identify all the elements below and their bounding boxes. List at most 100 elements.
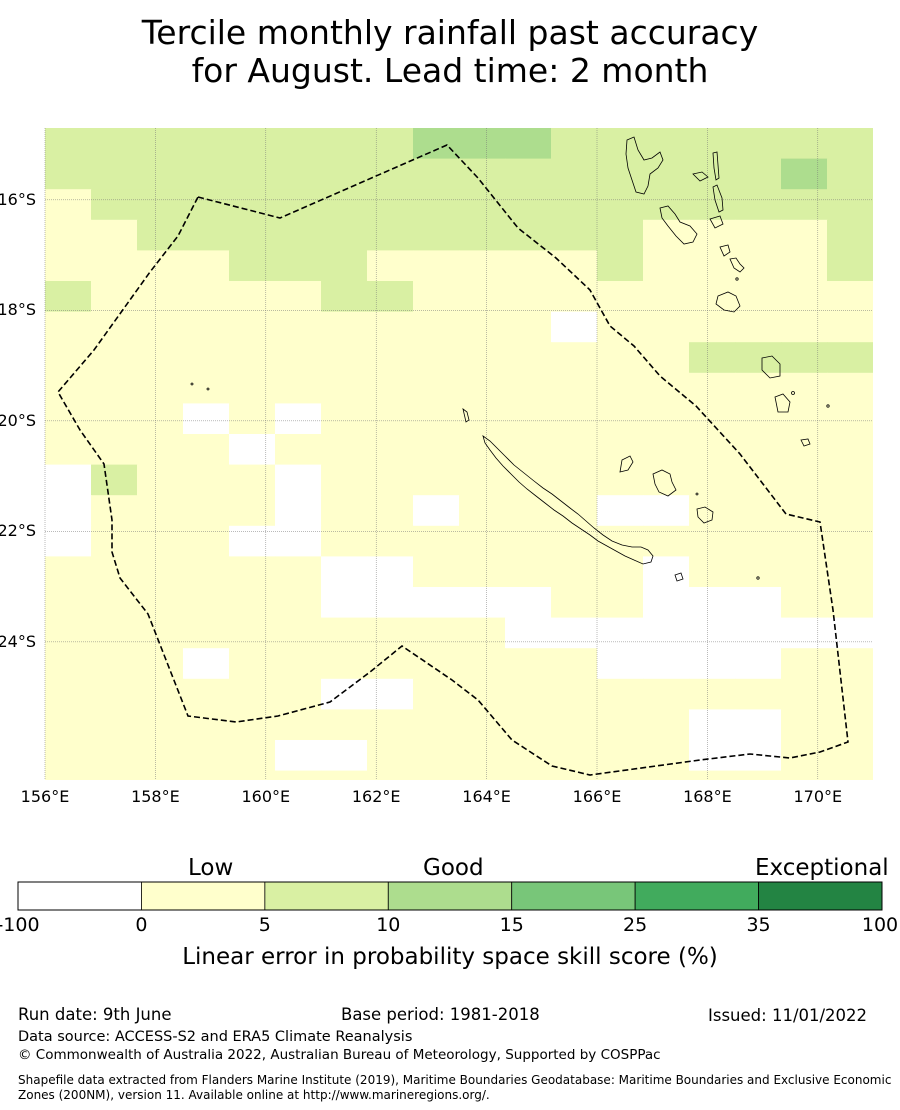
skill-cell [413,434,460,466]
skill-cell [689,556,736,588]
skill-cell [91,434,138,466]
skill-cell [137,342,184,374]
skill-cell [183,403,230,435]
skill-cell [781,372,828,404]
skill-cell [505,770,552,780]
skill-cell [321,189,368,221]
skill-cell [459,281,506,313]
skill-cell [551,770,598,780]
skill-cell [735,128,782,160]
skill-cell [275,648,322,680]
skill-cell [459,250,506,282]
skill-cell [551,311,598,343]
skill-cell [91,648,138,680]
skill-cell [689,617,736,649]
longitude-label: 156°E [20,787,70,806]
skill-cell [229,342,276,374]
skill-cell [45,525,92,557]
skill-cell [91,311,138,343]
skill-cell [689,189,736,221]
skill-cell [45,495,92,527]
skill-cell [45,128,92,160]
skill-cell [689,403,736,435]
category-low: Low [188,855,234,881]
ouvea-island [619,455,634,473]
skill-cell [367,128,414,160]
skill-cell [275,342,322,374]
skill-cell [643,250,690,282]
skill-cell [275,403,322,435]
latitude-label: 20°S [0,410,36,430]
skill-cell [459,403,506,435]
skill-cell [137,403,184,435]
skill-cell [45,740,92,772]
longitude-label: 160°E [241,787,291,806]
skill-cell [827,372,873,404]
skill-cell [597,587,644,619]
skill-cell [91,281,138,313]
skill-cell [735,372,782,404]
skill-cell [689,250,736,282]
skill-cell [459,372,506,404]
skill-cell [183,556,230,588]
skill-cell [367,770,414,780]
skill-cell [367,617,414,649]
skill-cell [505,250,552,282]
skill-cell [689,740,736,772]
skill-cell [827,648,873,680]
skill-cell [367,372,414,404]
skill-cell [413,311,460,343]
skill-cell [137,189,184,221]
skill-cell [505,158,552,190]
skill-cell [459,587,506,619]
skill-cell [597,678,644,710]
colorbar-segment [17,881,142,911]
skill-cell [45,342,92,374]
colorbar-tick-label: 10 [376,914,401,936]
skill-cell [413,525,460,557]
skill-cell [137,250,184,282]
skill-cell [367,250,414,282]
skill-cell [459,740,506,772]
skill-cell [367,525,414,557]
skill-cell [597,342,644,374]
skill-cell [413,219,460,251]
skill-cell [367,587,414,619]
skill-cell [45,189,92,221]
skill-cell [229,158,276,190]
skill-cell [91,464,138,496]
skill-cell [137,495,184,527]
skill-cell [735,281,782,313]
skill-cell [459,556,506,588]
skill-cell [551,525,598,557]
skill-cell [597,372,644,404]
skill-cell [275,128,322,160]
skill-cell [183,495,230,527]
skill-cell [183,617,230,649]
skill-cell [689,434,736,466]
skill-cell [735,587,782,619]
skill-cell [45,648,92,680]
skill-cell [505,281,552,313]
skill-cell [781,678,828,710]
pentecost-island [712,184,724,213]
skill-cell [91,525,138,557]
skill-cell [275,372,322,404]
skill-cell [367,740,414,772]
skill-cell [275,250,322,282]
skill-cell [183,342,230,374]
skill-cell [643,372,690,404]
skill-cell [781,250,828,282]
skill-cell [321,556,368,588]
skill-cell [413,281,460,313]
skill-cell [597,648,644,680]
skill-cell [551,464,598,496]
skill-cell [689,770,736,780]
skill-cell [91,219,138,251]
skill-cell [413,556,460,588]
skill-cell [229,128,276,160]
skill-cell [735,678,782,710]
skill-cell [597,525,644,557]
new-caledonia-coastline [482,435,654,565]
skill-cell [229,617,276,649]
